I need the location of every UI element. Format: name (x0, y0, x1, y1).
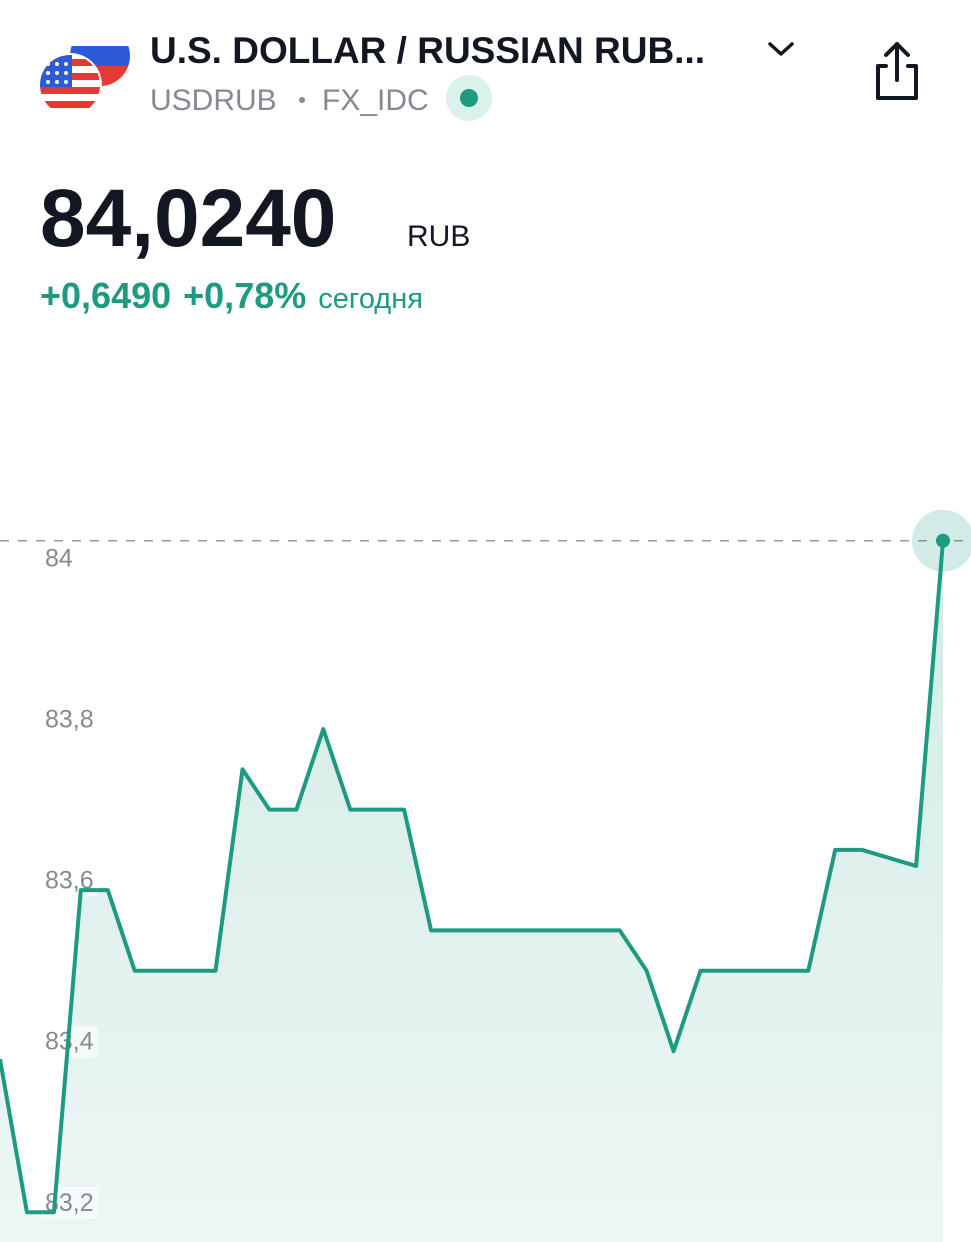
exchange-name: FX_IDC (322, 84, 429, 117)
area-fill (0, 540, 943, 1242)
separator-dot (299, 97, 305, 103)
tick-label-bg (41, 703, 98, 736)
change-period: сегодня (318, 283, 423, 315)
title-chevron[interactable] (768, 42, 794, 56)
last-point (936, 533, 950, 548)
symbol-ticker: USDRUB (150, 84, 277, 117)
symbol-logo (38, 26, 130, 117)
price-change: +0,6490 (40, 275, 171, 316)
last-price: 84,0240 (40, 173, 336, 264)
tick-label-bg (41, 542, 77, 575)
price-change-line: +0,6490 +0,78% сегодня (40, 275, 423, 316)
y-tick-label: 83,8 (45, 706, 94, 734)
price-line (0, 540, 945, 1215)
price-currency: RUB (407, 220, 470, 253)
symbol-title[interactable]: U.S. DOLLAR / RUSSIAN RUB... (150, 30, 705, 71)
y-tick-label: 84 (45, 545, 73, 573)
price-change-percent: +0,78% (183, 275, 306, 316)
share-button[interactable] (876, 42, 918, 100)
market-status (460, 89, 478, 107)
